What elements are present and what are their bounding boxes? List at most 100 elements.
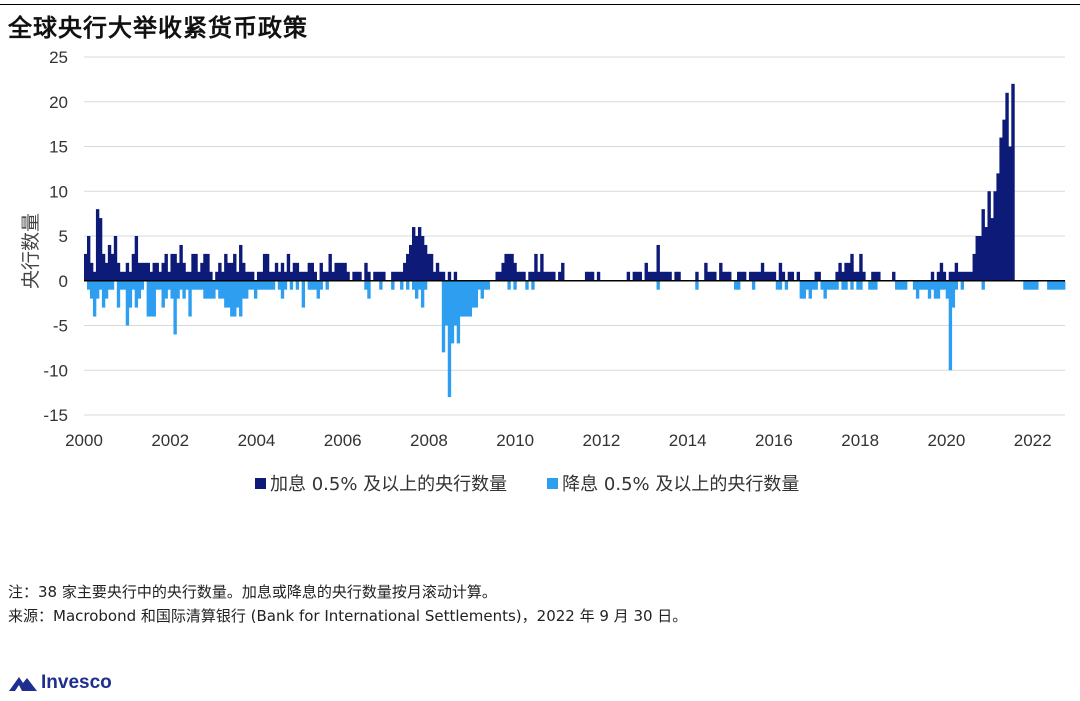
bar-hikes <box>265 253 270 281</box>
bar-hikes <box>233 253 237 281</box>
bar-hikes <box>107 244 112 281</box>
bar-hikes <box>411 227 416 281</box>
bar-hikes <box>528 271 532 281</box>
bar-cuts <box>981 280 985 290</box>
bar-hikes <box>877 271 881 281</box>
bar-cuts <box>829 280 833 290</box>
bar-cuts <box>835 280 839 290</box>
bar-hikes <box>677 271 681 281</box>
bar-cuts <box>212 280 216 299</box>
bar-cuts <box>903 280 908 290</box>
bar-cuts <box>1050 280 1054 290</box>
invesco-logo[interactable]: Invesco <box>8 672 112 694</box>
bar-cuts <box>283 280 288 290</box>
note-text: 注：38 家主要央行中的央行数量。加息或降息的央行数量按月滚动计算。 <box>8 583 497 601</box>
bar-cuts <box>912 280 917 290</box>
bar-hikes <box>841 271 845 281</box>
x-tick-label: 2016 <box>755 431 793 450</box>
bar-cuts <box>400 280 404 290</box>
bar-hikes <box>218 262 222 281</box>
bar-hikes <box>173 253 177 281</box>
bar-hikes <box>728 271 732 281</box>
bar-cuts <box>948 280 953 371</box>
bar-cuts <box>245 280 249 299</box>
bar-hikes <box>972 253 976 281</box>
bar-cuts <box>450 280 455 344</box>
bar-hikes <box>674 271 678 281</box>
bar-hikes <box>298 271 303 281</box>
bar-hikes <box>987 191 991 281</box>
bar-cuts <box>930 280 935 290</box>
bar-hikes <box>862 271 866 281</box>
bar-hikes <box>304 271 309 281</box>
bar-hikes <box>546 271 550 281</box>
x-tick-label: 2014 <box>669 431 707 450</box>
bar-cuts <box>820 280 824 290</box>
bar-cuts <box>411 280 416 290</box>
bar-cuts <box>915 280 920 299</box>
bar-cuts <box>122 280 127 290</box>
bar-hikes <box>778 262 783 281</box>
bar-hikes <box>417 227 422 281</box>
bar-hikes <box>558 271 562 281</box>
bar-cuts <box>158 280 162 290</box>
bar-hikes <box>665 271 669 281</box>
bar-hikes <box>534 253 538 281</box>
bar-hikes <box>137 262 142 281</box>
bar-hikes <box>659 271 663 281</box>
bar-cuts <box>247 280 252 290</box>
bar-cuts <box>367 280 371 299</box>
bar-cuts <box>859 280 863 290</box>
bar-cuts <box>128 280 133 308</box>
bar-hikes <box>358 271 362 281</box>
bar-hikes <box>859 253 863 281</box>
bar-hikes <box>200 262 204 281</box>
bar-hikes <box>397 271 401 281</box>
bar-hikes <box>930 271 935 281</box>
footnotes: 注：38 家主要央行中的央行数量。加息或降息的央行数量按月滚动计算。 来源：Ma… <box>8 580 687 628</box>
bar-cuts <box>268 280 273 290</box>
bar-hikes <box>596 271 601 281</box>
chart-area: 25 20 15 10 5 0 -5 -10 -15 2000 2002 2004 2006 2008 20… <box>20 48 1066 450</box>
bar-hikes <box>766 271 771 281</box>
bar-hikes <box>420 236 425 281</box>
bar-cuts <box>218 280 222 299</box>
bar-cuts <box>814 280 818 290</box>
bar-cuts <box>313 280 317 290</box>
bar-cuts <box>310 280 314 290</box>
bar-hikes <box>996 173 1000 281</box>
bar-hikes <box>635 271 640 281</box>
bar-hikes <box>134 236 139 281</box>
bar-hikes <box>537 271 541 281</box>
bar-cuts <box>191 280 195 290</box>
bar-hikes <box>155 262 159 281</box>
bar-hikes <box>817 271 821 281</box>
bar-hikes <box>787 271 792 281</box>
bar-cuts <box>808 280 812 299</box>
bar-cuts <box>832 280 836 290</box>
bar-hikes <box>242 262 246 281</box>
bar-hikes <box>1005 92 1009 281</box>
bar-cuts <box>194 280 198 290</box>
bar-hikes <box>993 191 997 281</box>
bar-hikes <box>990 218 994 281</box>
chart-title: 全球央行大举收紧货币政策 <box>8 14 308 42</box>
bar-hikes <box>140 262 145 281</box>
bar-cuts <box>221 280 225 299</box>
bar-cuts <box>459 280 464 317</box>
bar-cuts <box>525 280 529 290</box>
bar-hikes <box>978 236 982 281</box>
bar-cuts <box>319 280 323 290</box>
bar-hikes <box>403 262 407 281</box>
bar-cuts <box>1062 280 1066 290</box>
bar-cuts <box>146 280 150 317</box>
bar-hikes <box>414 236 419 281</box>
bar-cuts <box>921 280 926 290</box>
bar-cuts <box>656 280 660 290</box>
bar-cuts <box>531 280 535 290</box>
bar-hikes <box>170 253 174 281</box>
bar-hikes <box>95 209 100 281</box>
y-tick-label: 20 <box>49 93 68 112</box>
bar-hikes <box>116 262 121 281</box>
bar-hikes <box>143 262 148 281</box>
